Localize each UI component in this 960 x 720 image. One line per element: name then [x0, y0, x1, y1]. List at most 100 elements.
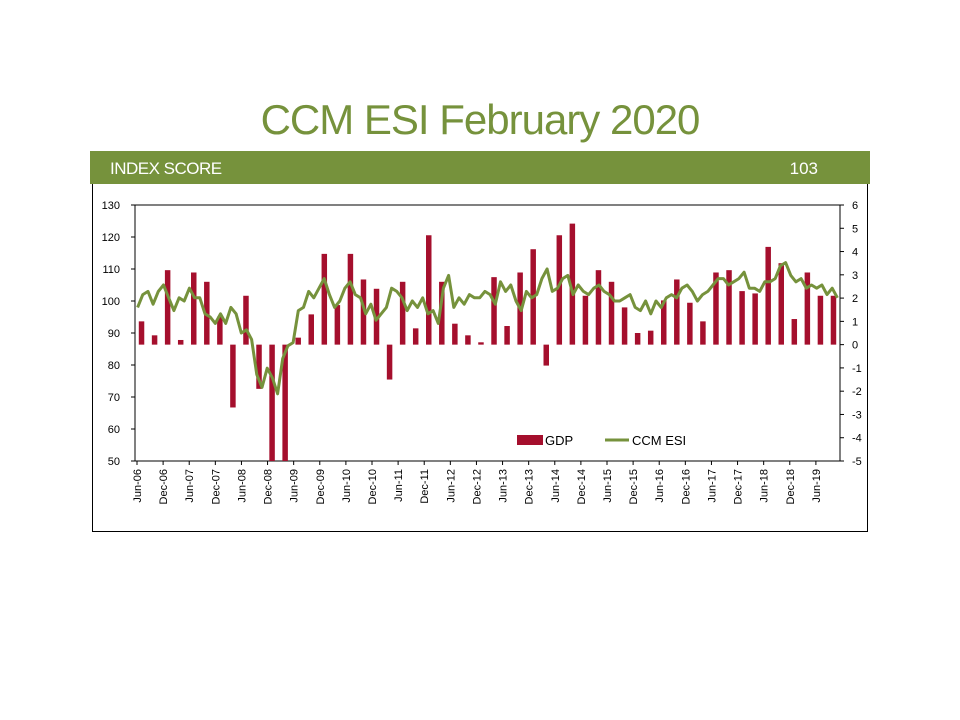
gdp-bar: [269, 344, 275, 461]
x-axis-label: Jun-14: [550, 469, 562, 503]
x-axis-label: Dec-12: [471, 469, 483, 504]
gdp-bar: [661, 300, 667, 345]
x-axis-label: Jun-12: [445, 469, 457, 503]
x-axis-label: Dec-09: [315, 469, 327, 504]
gdp-bar: [217, 316, 223, 345]
right-axis-label: -3: [852, 409, 862, 421]
left-axis-label: 50: [108, 456, 120, 468]
gdp-bar: [765, 246, 771, 345]
gdp-bar: [412, 328, 419, 345]
index-score-label: INDEX SCORE: [110, 159, 222, 178]
gdp-bar: [334, 305, 341, 345]
gdp-bar: [687, 302, 693, 345]
gdp-bar: [504, 326, 510, 345]
right-axis-label: 2: [852, 293, 858, 305]
left-axis-label: 130: [102, 200, 120, 212]
x-axis-label: Jun-16: [654, 469, 666, 503]
x-axis-label: Jun-08: [236, 469, 248, 503]
gdp-bar: [674, 279, 680, 345]
x-axis-label: Dec-08: [263, 469, 275, 504]
gdp-bar: [595, 270, 602, 345]
gdp-bar: [647, 330, 654, 345]
gdp-bar: [700, 321, 706, 345]
ccm-esi-line: [136, 261, 839, 396]
x-axis-label: Dec-18: [785, 469, 797, 504]
gdp-bar: [230, 344, 236, 408]
gdp-bar: [138, 321, 145, 345]
left-axis-label: 100: [102, 296, 120, 308]
x-axis-label: Jun-17: [706, 469, 718, 503]
gdp-bar: [321, 253, 328, 345]
gdp-bar: [177, 339, 184, 345]
page-title: CCM ESI February 2020: [260, 96, 701, 143]
gdp-bar: [386, 344, 393, 380]
gdp-bar: [621, 307, 628, 345]
gdp-bar: [804, 272, 811, 345]
gdp-bar: [399, 281, 406, 345]
right-axis-label: -5: [852, 456, 862, 468]
right-axis-label: -4: [852, 433, 862, 445]
gdp-bar: [439, 281, 445, 345]
chart-frame: [92, 184, 868, 532]
gdp-bar: [634, 333, 641, 345]
left-axis-label: 60: [108, 424, 120, 436]
gdp-bar: [556, 235, 563, 345]
right-axis-label: 0: [852, 340, 858, 352]
gdp-bar: [478, 342, 484, 345]
x-axis-label: Dec-10: [367, 469, 379, 504]
x-axis-label: Jun-10: [341, 469, 353, 503]
gdp-bar: [752, 293, 758, 345]
right-axis-label: -1: [852, 363, 862, 375]
right-axis-label: 3: [852, 270, 858, 282]
x-axis-label: Jun-11: [393, 469, 405, 502]
gdp-bar: [426, 235, 432, 345]
gdp-bar: [739, 291, 745, 345]
x-axis-label: Dec-13: [524, 469, 536, 504]
right-axis-label: 6: [852, 200, 858, 212]
x-axis-label: Jun-09: [289, 469, 301, 503]
x-axis-label: Dec-07: [210, 469, 222, 504]
gdp-bar: [256, 344, 262, 389]
x-axis-label: Jun-18: [759, 469, 771, 503]
x-axis-label: Jun-07: [184, 469, 196, 503]
right-axis-label: 4: [852, 247, 858, 259]
x-axis-label: Dec-14: [576, 469, 588, 504]
gdp-bar: [726, 270, 732, 345]
x-axis-label: Dec-11: [419, 469, 431, 504]
right-axis-label: -2: [852, 386, 862, 398]
gdp-bar: [191, 272, 197, 345]
left-axis-label: 110: [102, 264, 120, 276]
legend-label-gdp: GDP: [545, 433, 573, 448]
gdp-bar: [164, 270, 171, 345]
gdp-bar: [347, 253, 354, 345]
x-axis-label: Jun-06: [132, 469, 144, 503]
left-axis-label: 80: [108, 360, 120, 372]
left-axis-label: 70: [108, 392, 120, 404]
left-axis-label: 120: [102, 232, 120, 244]
gdp-bar: [465, 335, 471, 345]
gdp-bar: [582, 295, 589, 345]
gdp-bar: [295, 337, 301, 345]
right-axis-label: 5: [852, 223, 858, 235]
gdp-bar: [791, 319, 798, 345]
gdp-bar: [778, 263, 784, 345]
gdp-bar: [713, 272, 719, 345]
x-axis-label: Jun-19: [811, 469, 823, 503]
index-score-band: INDEX SCORE 103: [90, 151, 870, 184]
gdp-bar: [830, 295, 837, 345]
x-axis-label: Dec-16: [680, 469, 692, 504]
x-axis-label: Dec-06: [158, 469, 170, 504]
gdp-bar: [308, 314, 314, 345]
x-axis-label: Jun-13: [498, 469, 510, 503]
left-axis-label: 90: [108, 328, 120, 340]
index-score-value: 103: [789, 159, 818, 178]
legend-swatch-gdp: [517, 435, 543, 445]
gdp-bar: [373, 288, 380, 345]
gdp-bar: [282, 344, 288, 461]
gdp-bar: [608, 281, 615, 345]
right-axis-label: 1: [852, 316, 858, 328]
gdp-bar: [452, 323, 458, 345]
gdp-bar: [817, 295, 824, 345]
x-axis-label: Dec-17: [733, 469, 745, 504]
